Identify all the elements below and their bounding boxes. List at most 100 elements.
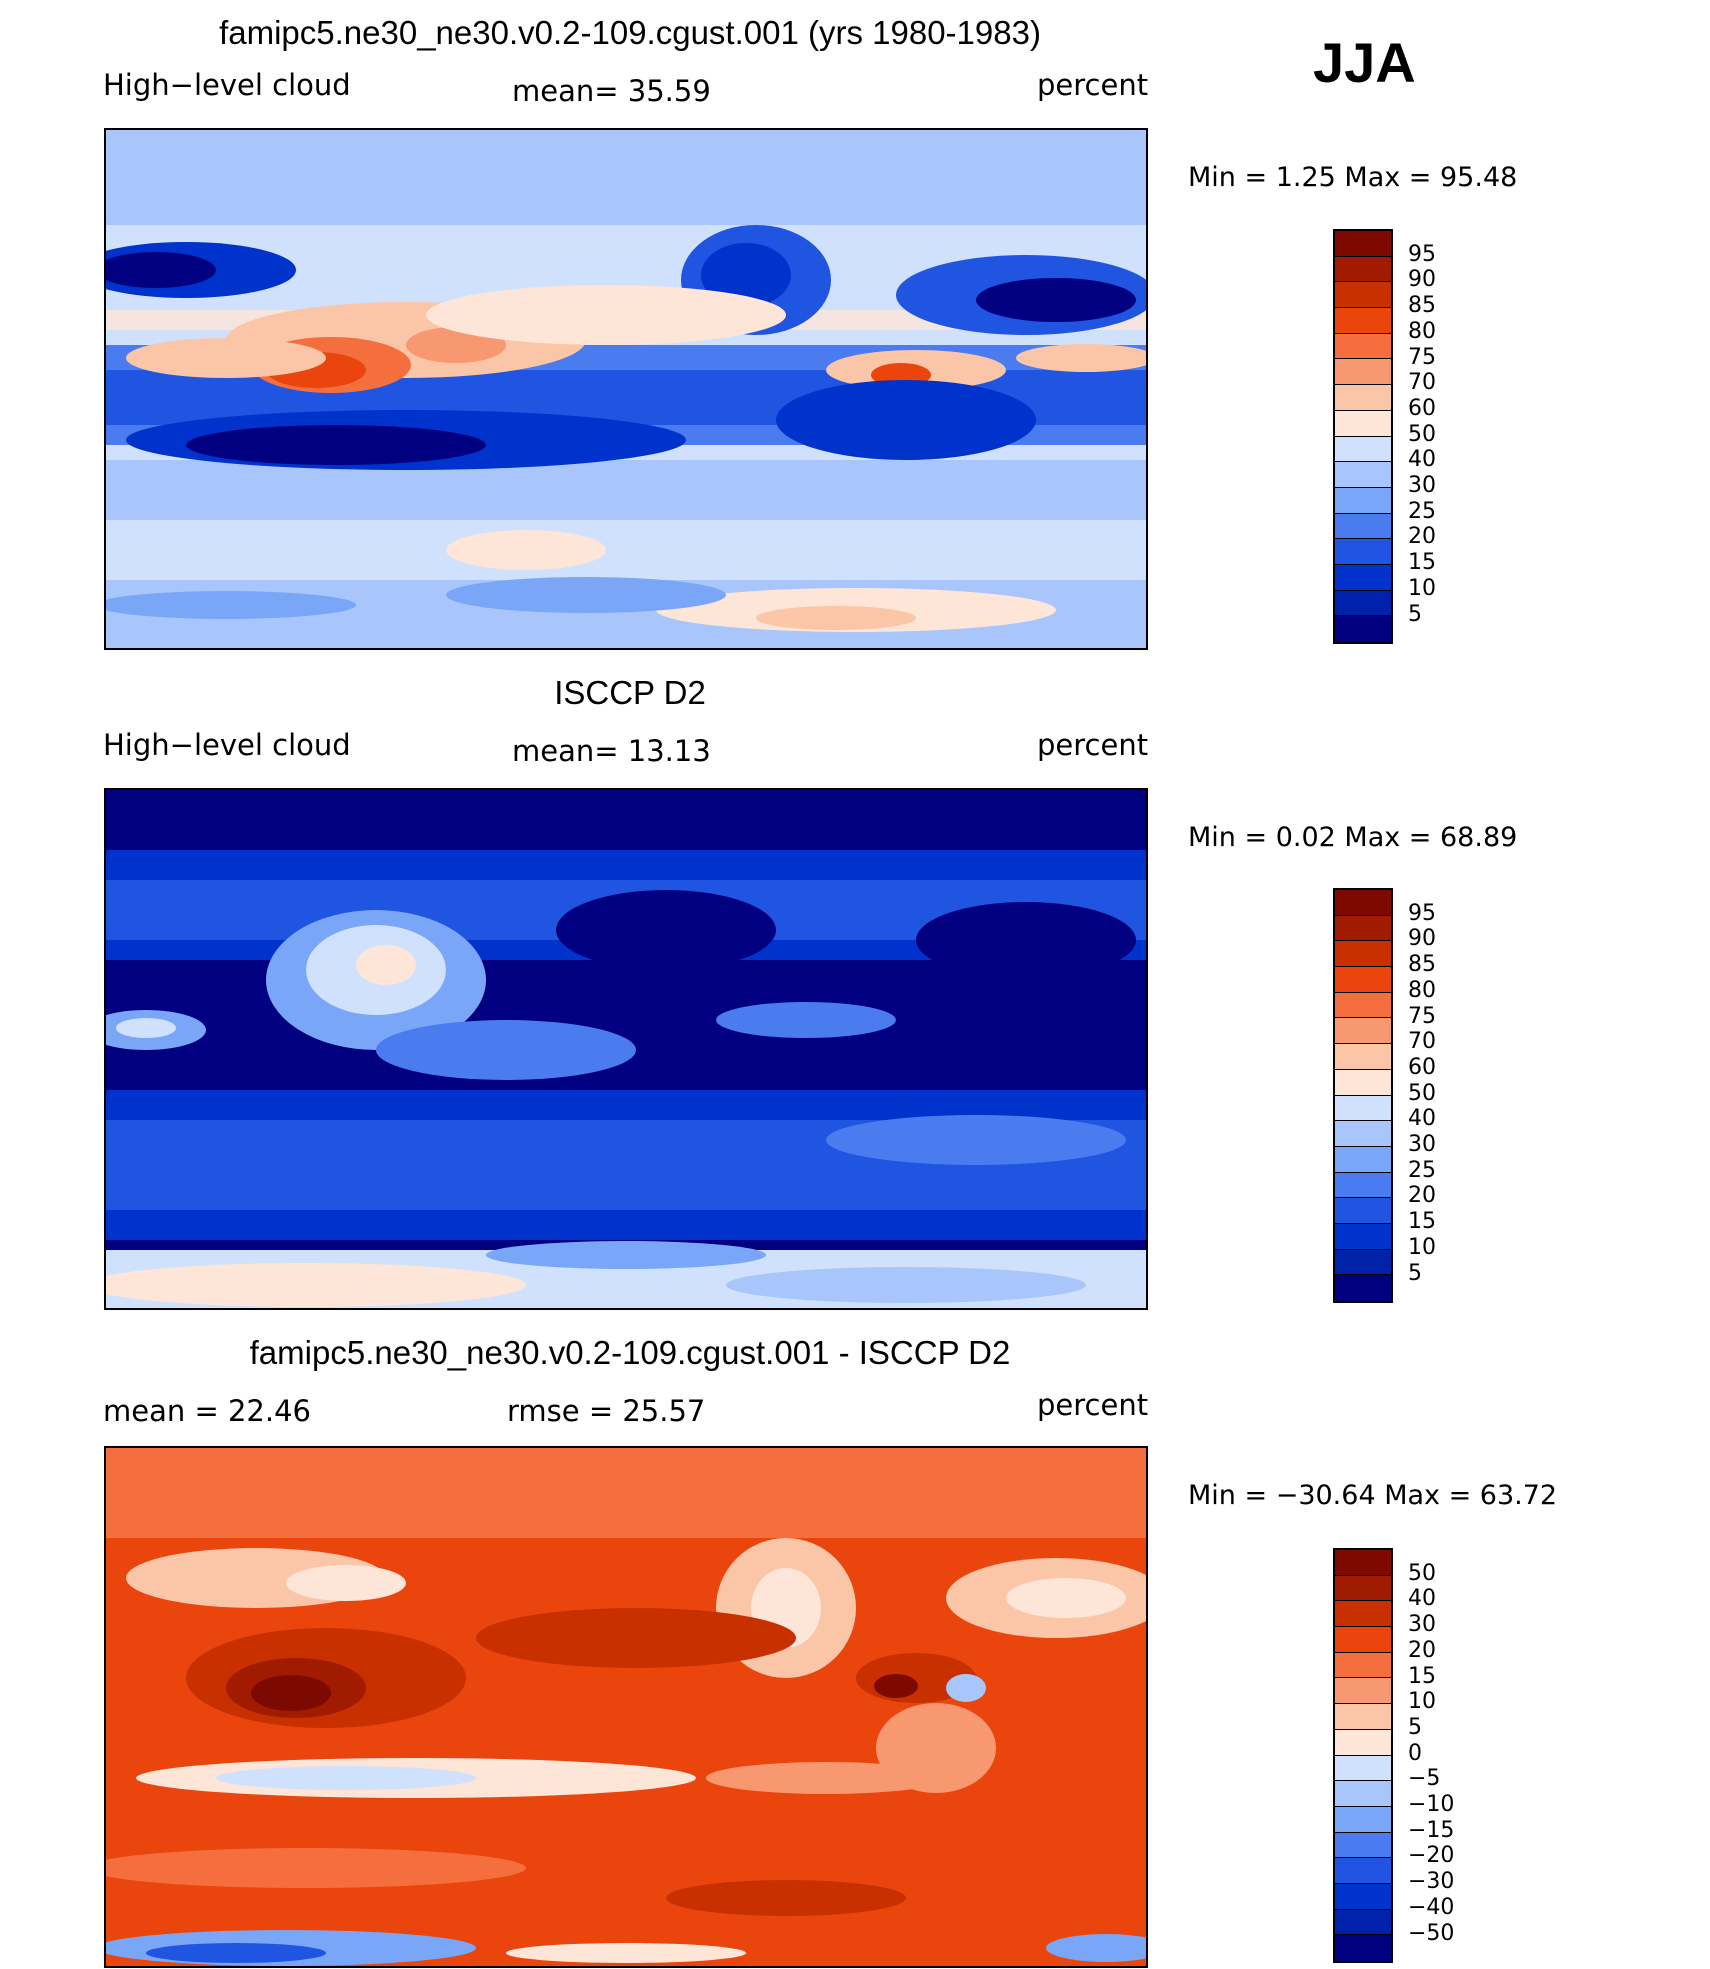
panel-2-colorbar	[1333, 888, 1393, 1303]
panel-3-map	[104, 1446, 1148, 1968]
colorbar-swatch	[1335, 1249, 1391, 1276]
colorbar-tick-label: −10	[1408, 1792, 1455, 1817]
colorbar-tick-label: 30	[1408, 473, 1436, 498]
colorbar-tick-label: 20	[1408, 1183, 1436, 1209]
colorbar-tick-label: 50	[1408, 421, 1436, 447]
colorbar-swatch	[1335, 992, 1391, 1019]
panel-1-cloud-field	[106, 130, 1146, 648]
colorbar-swatch	[1335, 1883, 1391, 1910]
colorbar-swatch	[1335, 1858, 1391, 1884]
colorbar-tick-label: 85	[1408, 952, 1436, 978]
colorbar-tick-label: 75	[1408, 344, 1436, 370]
panel-2-variable-label: High−level cloud	[103, 728, 351, 762]
colorbar-tick-label: 50	[1408, 1080, 1436, 1106]
panel-2-min-max: Min = 0.02 Max = 68.89	[1188, 822, 1518, 853]
panel-2-cloud-field	[106, 790, 1146, 1308]
colorbar-swatch	[1335, 487, 1391, 514]
colorbar-swatch	[1335, 1781, 1391, 1807]
colorbar-swatch	[1335, 385, 1391, 411]
colorbar-tick-label: 15	[1408, 550, 1436, 576]
colorbar-tick-label: 10	[1408, 1234, 1436, 1260]
colorbar-swatch	[1335, 1806, 1391, 1833]
panel-2-mean-label: mean= 13.13	[512, 734, 711, 768]
panel-3-min-max: Min = −30.64 Max = 63.72	[1188, 1480, 1558, 1511]
colorbar-tick-label: 5	[1408, 601, 1422, 627]
colorbar-tick-label: 90	[1408, 926, 1436, 952]
colorbar-swatch	[1335, 1729, 1391, 1756]
colorbar-swatch	[1335, 1275, 1391, 1301]
colorbar-swatch	[1335, 359, 1391, 386]
colorbar-swatch	[1335, 1550, 1391, 1576]
colorbar-tick-label: −15	[1408, 1817, 1455, 1843]
colorbar-swatch	[1335, 890, 1391, 916]
panel-3-colorbar	[1333, 1548, 1393, 1963]
colorbar-tick-label: 15	[1408, 1209, 1436, 1235]
colorbar-swatch	[1335, 1678, 1391, 1705]
colorbar-tick-label: 40	[1408, 1586, 1436, 1612]
colorbar-tick-label: 25	[1408, 498, 1436, 524]
colorbar-tick-label: 20	[1408, 1637, 1436, 1663]
colorbar-swatch	[1335, 1198, 1391, 1224]
colorbar-swatch	[1335, 1095, 1391, 1122]
colorbar-swatch	[1335, 1172, 1391, 1199]
colorbar-swatch	[1335, 333, 1391, 360]
colorbar-swatch	[1335, 256, 1391, 283]
colorbar-swatch	[1335, 436, 1391, 463]
colorbar-swatch	[1335, 1652, 1391, 1679]
colorbar-swatch	[1335, 941, 1391, 968]
panel-1-title: famipc5.ne30_ne30.v0.2-109.cgust.001 (yr…	[219, 14, 1041, 51]
colorbar-tick-label: 70	[1408, 370, 1436, 396]
colorbar-swatch	[1335, 1601, 1391, 1628]
colorbar-tick-label: 85	[1408, 293, 1436, 319]
panel-1-units-label: percent	[1037, 68, 1149, 102]
colorbar-tick-label: −50	[1408, 1920, 1455, 1946]
panel-1-variable-label: High−level cloud	[103, 68, 351, 102]
colorbar-swatch	[1335, 1627, 1391, 1653]
panel-1-map	[104, 128, 1148, 650]
colorbar-tick-label: 50	[1408, 1560, 1436, 1586]
season-label: JJA	[1313, 31, 1416, 94]
colorbar-swatch	[1335, 231, 1391, 257]
colorbar-swatch	[1335, 1575, 1391, 1602]
colorbar-tick-label: 60	[1408, 1054, 1436, 1080]
colorbar-tick-label: −30	[1408, 1869, 1455, 1895]
colorbar-tick-label: −40	[1408, 1894, 1455, 1920]
panel-1-min-max: Min = 1.25 Max = 95.48	[1188, 162, 1518, 193]
colorbar-swatch	[1335, 1909, 1391, 1936]
colorbar-tick-label: 0	[1408, 1740, 1422, 1766]
colorbar-tick-label: 25	[1408, 1157, 1436, 1183]
colorbar-swatch	[1335, 1044, 1391, 1070]
colorbar-swatch	[1335, 590, 1391, 617]
colorbar-swatch	[1335, 1069, 1391, 1096]
panel-3-mean-label: mean = 22.46	[103, 1394, 311, 1428]
panel-3-rmse-label: rmse = 25.57	[507, 1394, 706, 1428]
colorbar-swatch	[1335, 462, 1391, 488]
colorbar-tick-label: −5	[1408, 1766, 1441, 1792]
colorbar-swatch	[1335, 915, 1391, 942]
colorbar-tick-label: −20	[1408, 1843, 1455, 1869]
colorbar-tick-label: 90	[1408, 267, 1436, 293]
panel-3-title: famipc5.ne30_ne30.v0.2-109.cgust.001 - I…	[249, 1334, 1011, 1371]
colorbar-tick-label: 95	[1408, 241, 1436, 267]
colorbar-tick-label: 95	[1408, 900, 1436, 926]
colorbar-swatch	[1335, 1146, 1391, 1173]
colorbar-tick-label: 10	[1408, 1689, 1436, 1715]
colorbar-swatch	[1335, 1832, 1391, 1859]
panel-2-units-label: percent	[1037, 728, 1149, 762]
colorbar-swatch	[1335, 616, 1391, 642]
colorbar-swatch	[1335, 1935, 1391, 1961]
colorbar-tick-label: 5	[1408, 1714, 1422, 1740]
colorbar-swatch	[1335, 539, 1391, 565]
colorbar-swatch	[1335, 564, 1391, 591]
colorbar-swatch	[1335, 410, 1391, 437]
colorbar-tick-label: 80	[1408, 318, 1436, 344]
colorbar-tick-label: 20	[1408, 524, 1436, 550]
colorbar-swatch	[1335, 513, 1391, 540]
colorbar-swatch	[1335, 967, 1391, 993]
colorbar-swatch	[1335, 282, 1391, 309]
colorbar-tick-label: 30	[1408, 1132, 1436, 1157]
panel-1-colorbar	[1333, 229, 1393, 644]
colorbar-tick-label: 80	[1408, 977, 1436, 1003]
colorbar-tick-label: 5	[1408, 1260, 1422, 1286]
panel-2-title: ISCCP D2	[554, 674, 706, 711]
